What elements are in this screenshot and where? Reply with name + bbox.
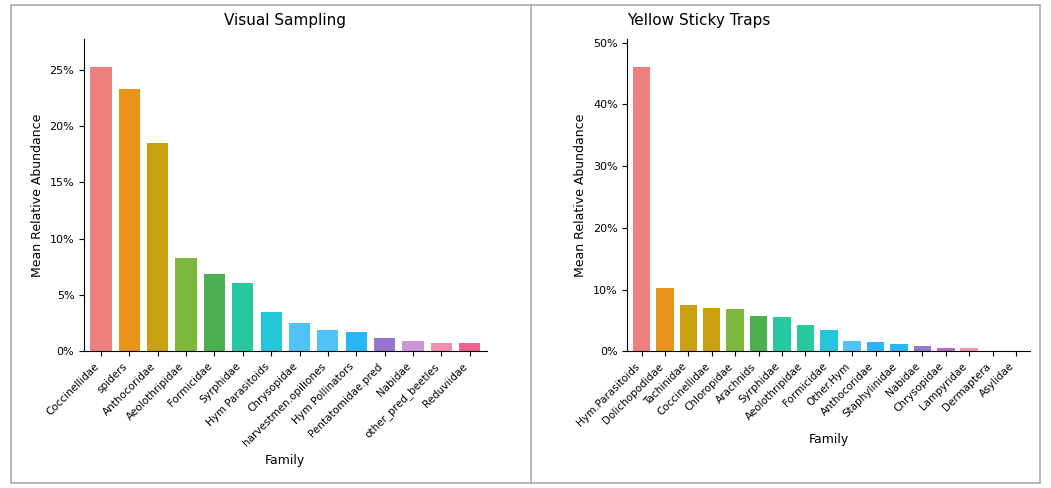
Bar — [890, 344, 908, 351]
Bar — [843, 342, 861, 351]
X-axis label: Family: Family — [808, 433, 849, 447]
Bar — [749, 316, 767, 351]
X-axis label: Family: Family — [265, 453, 306, 467]
Bar — [119, 89, 140, 351]
Bar — [403, 341, 424, 351]
Bar — [820, 330, 838, 351]
Bar — [176, 258, 197, 351]
Bar — [680, 305, 697, 351]
Title: Visual Sampling: Visual Sampling — [224, 13, 347, 28]
Bar — [703, 308, 721, 351]
Bar — [913, 346, 931, 351]
Bar — [867, 342, 884, 351]
Y-axis label: Mean Relative Abundance: Mean Relative Abundance — [32, 114, 44, 277]
Bar — [431, 344, 452, 351]
Bar — [936, 347, 954, 351]
Bar — [261, 312, 282, 351]
Bar — [774, 317, 790, 351]
Bar — [797, 325, 815, 351]
Bar — [232, 283, 253, 351]
Bar — [726, 309, 744, 351]
Bar — [961, 347, 977, 351]
Bar — [459, 344, 480, 351]
Bar — [633, 67, 651, 351]
Bar — [90, 67, 111, 351]
Bar — [147, 143, 168, 351]
Bar — [346, 332, 367, 351]
Text: Yellow Sticky Traps: Yellow Sticky Traps — [627, 13, 770, 28]
Bar — [317, 330, 338, 351]
Bar — [656, 288, 674, 351]
Y-axis label: Mean Relative Abundance: Mean Relative Abundance — [575, 114, 588, 277]
Bar — [204, 274, 225, 351]
Bar — [374, 338, 395, 351]
Bar — [289, 323, 310, 351]
